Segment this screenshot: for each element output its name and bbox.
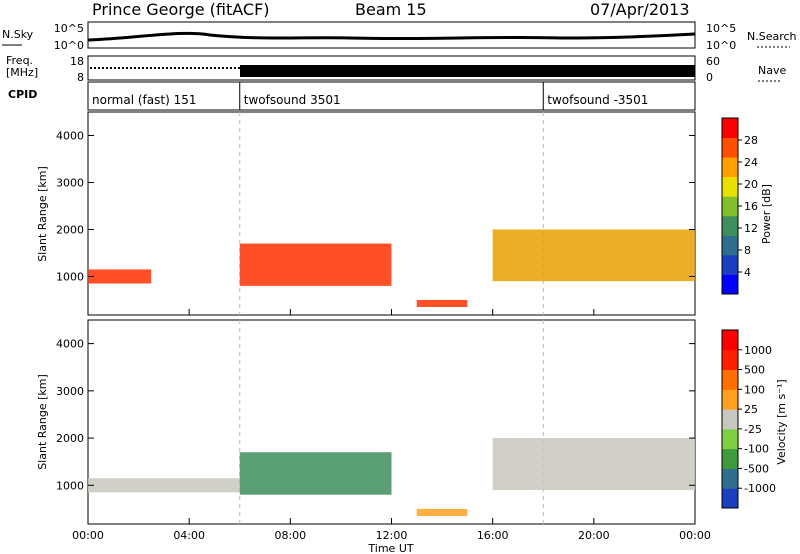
colorbar-tick-label: 25 <box>744 403 758 416</box>
y-tick-label: 1000 <box>56 270 84 283</box>
velocity-colorbar-label: Velocity [m s⁻¹] <box>775 379 788 464</box>
noise-right-label: N.Search <box>747 30 797 43</box>
y-tick-label: 2000 <box>56 223 84 236</box>
colorbar-swatch <box>722 448 738 469</box>
x-tick-label: 20:00 <box>578 529 610 542</box>
colorbar-swatch <box>722 468 738 489</box>
colorbar-tick-label: -1000 <box>744 482 776 495</box>
noise-left-tick-low: 10^0 <box>54 39 84 52</box>
x-tick-label: 00:00 <box>679 529 711 542</box>
y-tick-label: 1000 <box>56 479 84 492</box>
colorbar-tick-label: 1000 <box>744 344 772 357</box>
echo-region <box>88 478 240 493</box>
freq-label-2: [MHz] <box>6 66 38 79</box>
colorbar-tick-label: 28 <box>744 134 758 147</box>
freq-tick-high: 18 <box>70 55 84 68</box>
cpid-segment-label: normal (fast) 151 <box>92 93 196 107</box>
y-tick-label: 4000 <box>56 129 84 142</box>
freq-tick-low: 8 <box>77 71 84 84</box>
noise-sky-trace <box>87 31 696 42</box>
colorbar-swatch <box>722 349 738 371</box>
colorbar-tick-label: -500 <box>744 462 769 475</box>
echo-region <box>88 269 152 284</box>
nave-tick-high: 60 <box>706 55 720 68</box>
colorbar-tick-label: 24 <box>744 156 758 169</box>
noise-left-tick-high: 10^5 <box>54 22 84 35</box>
colorbar-tick-label: 16 <box>744 200 758 213</box>
colorbar-swatch <box>722 196 738 217</box>
colorbar-swatch <box>722 254 738 275</box>
velocity-colorbar: 1000 500 100 25 -25 -100 -500 -1000 <box>721 329 776 509</box>
nave-tick-low: 0 <box>706 71 713 84</box>
freq-trace-twofsound <box>240 65 695 77</box>
y-tick-label: 4000 <box>56 338 84 351</box>
x-axis-label: Time UT <box>367 542 413 554</box>
colorbar-swatch <box>722 118 738 139</box>
echo-region <box>492 229 695 282</box>
colorbar-swatch <box>722 235 738 256</box>
colorbar-tick-label: 500 <box>744 364 765 377</box>
colorbar-swatch <box>722 274 738 295</box>
velocity-panel: 1000 2000 3000 4000 00:00 04:00 08:00 12:00 16:0… <box>56 319 711 542</box>
power-ylabel: Slant Range [km] <box>36 166 49 262</box>
colorbar-tick-label: 100 <box>744 383 765 396</box>
freq-label-1: Freq. <box>6 54 33 67</box>
y-tick-label: 3000 <box>56 385 84 398</box>
cpid-segment-label: twofsound 3501 <box>244 93 341 107</box>
station-title: Prince George (fitACF) <box>92 0 270 19</box>
colorbar-tick-label: -100 <box>744 443 769 456</box>
colorbar-swatch <box>722 176 738 197</box>
echo-region <box>416 508 468 516</box>
y-tick-label: 2000 <box>56 432 84 445</box>
colorbar-swatch <box>722 488 738 509</box>
beam-title: Beam 15 <box>355 0 427 19</box>
colorbar-swatch <box>722 369 738 390</box>
power-colorbar: 4 8 12 16 20 24 28 <box>721 117 758 295</box>
x-tick-label: 12:00 <box>376 529 408 542</box>
colorbar-frame <box>721 329 739 509</box>
colorbar-swatch <box>722 409 738 430</box>
echo-region <box>239 452 392 495</box>
velocity-ylabel: Slant Range [km] <box>36 374 49 470</box>
power-colorbar-label: Power [dB] <box>760 184 773 244</box>
colorbar-swatch <box>722 330 738 351</box>
cpid-label: CPID <box>8 88 37 101</box>
colorbar-tick-label: 12 <box>744 222 758 235</box>
colorbar-tick-label: 4 <box>744 266 751 279</box>
noise-right-tick-high: 10^5 <box>706 22 736 35</box>
colorbar-tick-label: 20 <box>744 178 758 191</box>
echo-region <box>416 299 468 308</box>
power-panel: 1000 2000 3000 4000 <box>56 111 696 316</box>
colorbar-swatch <box>722 137 738 158</box>
noise-left-label: N.Sky <box>2 28 34 41</box>
cpid-panel-frame <box>87 81 696 111</box>
colorbar-swatch <box>722 428 738 450</box>
x-tick-label: 00:00 <box>72 529 104 542</box>
x-tick-label: 16:00 <box>477 529 509 542</box>
colorbar-swatch <box>722 157 738 178</box>
x-tick-label: 08:00 <box>274 529 306 542</box>
colorbar-tick-label: 8 <box>744 244 751 257</box>
nave-label: Nave <box>758 64 786 77</box>
colorbar-swatch <box>722 215 738 236</box>
cpid-segments: normal (fast) 151 twofsound 3501 twofsound… <box>92 82 648 110</box>
date-title: 07/Apr/2013 <box>590 0 690 19</box>
y-tick-label: 3000 <box>56 176 84 189</box>
x-tick-label: 04:00 <box>173 529 205 542</box>
colorbar-swatch <box>722 389 738 410</box>
cpid-segment-label: twofsound -3501 <box>547 93 648 107</box>
echo-region <box>492 438 695 490</box>
noise-right-tick-low: 10^0 <box>706 39 736 52</box>
colorbar-tick-label: -25 <box>744 423 762 436</box>
echo-region <box>239 243 392 286</box>
